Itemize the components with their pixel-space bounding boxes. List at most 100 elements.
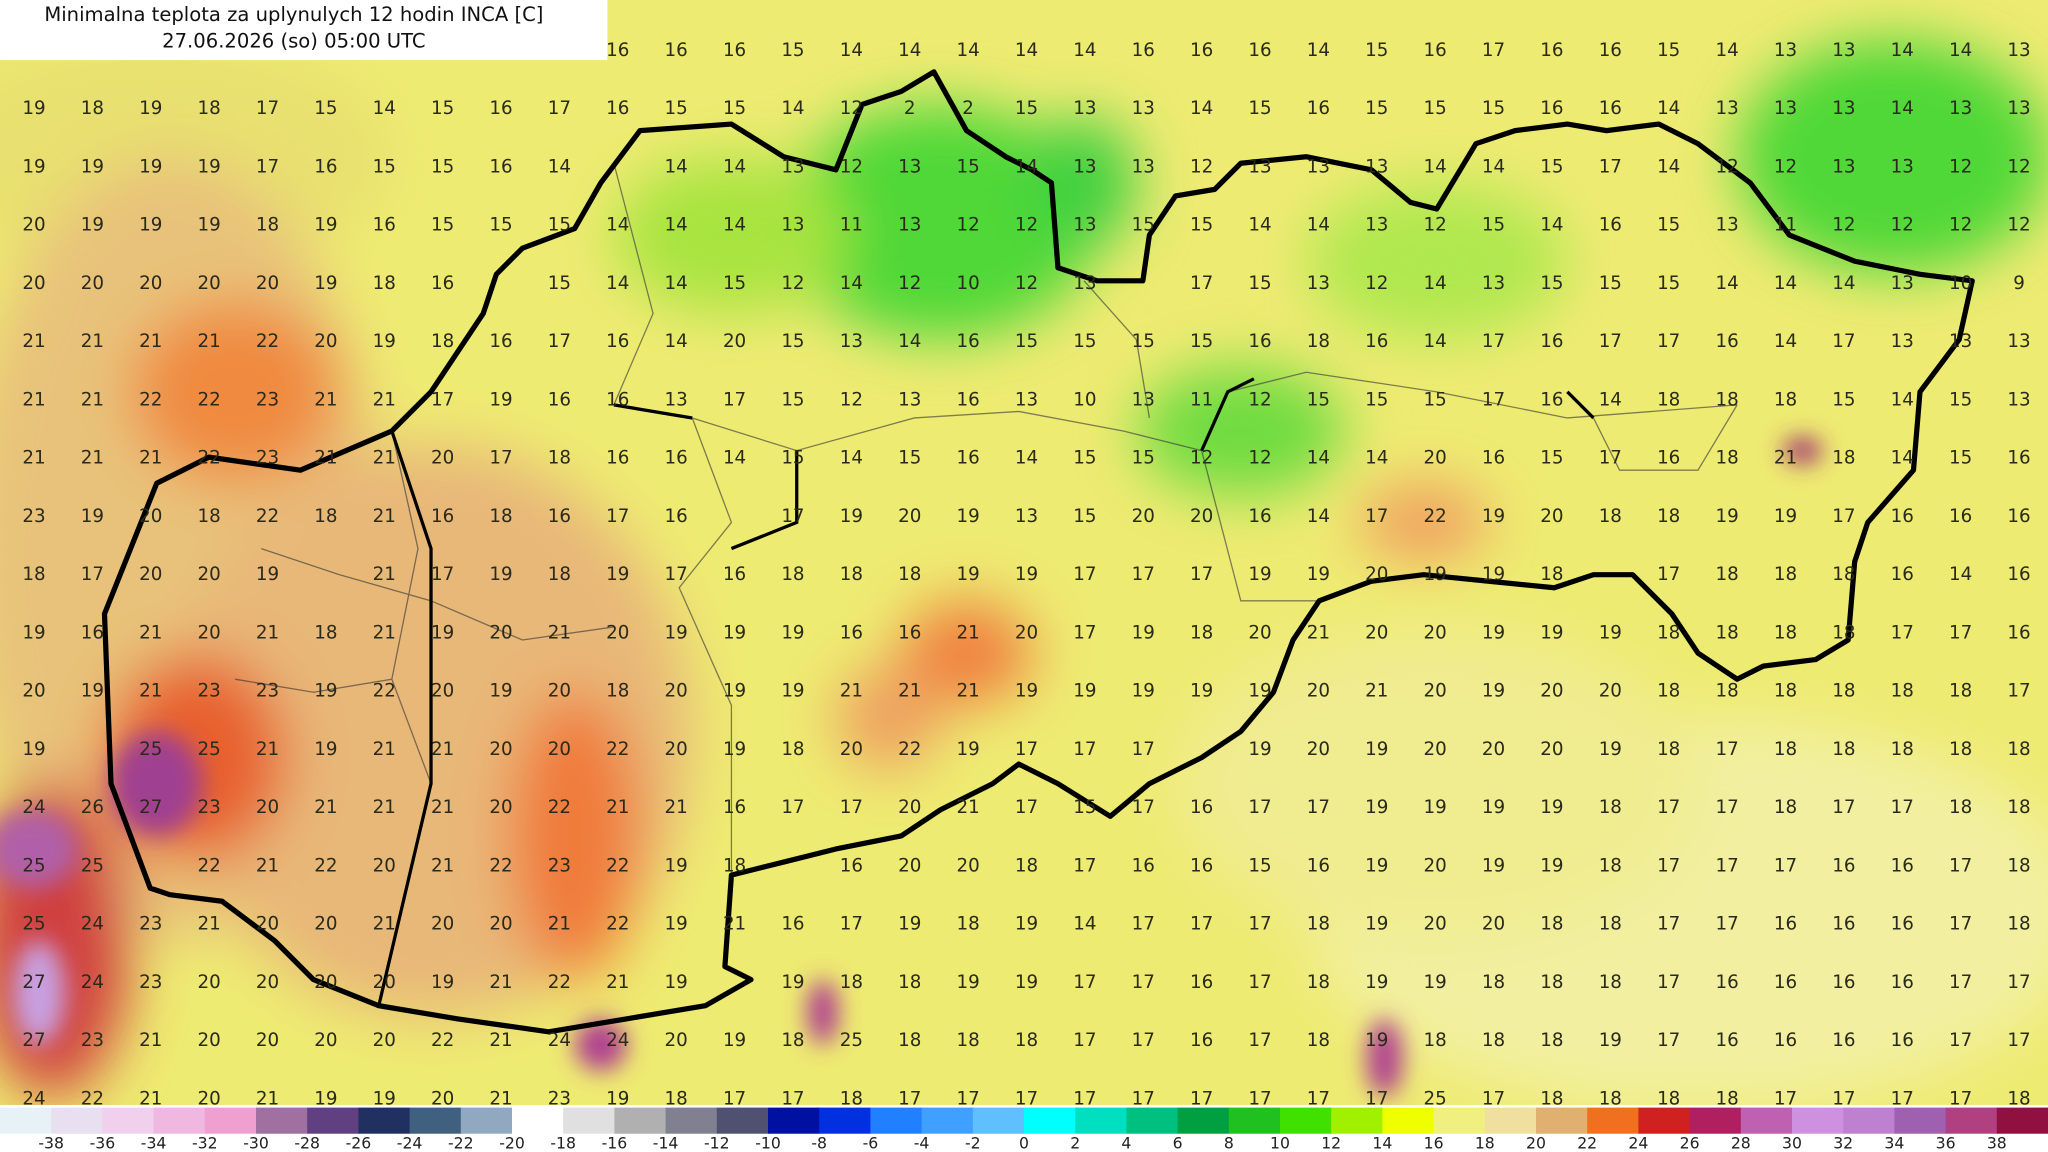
temperature-value: 16 [2007, 622, 2030, 643]
temperature-value: 17 [1657, 564, 1680, 585]
temperature-value: 17 [1073, 1030, 1096, 1051]
colorbar-swatch [307, 1107, 360, 1134]
colorbar-swatch [1587, 1107, 1640, 1134]
colorbar-label: 28 [1731, 1134, 1751, 1152]
temperature-value: 18 [840, 564, 863, 585]
temperature-value: 15 [314, 98, 337, 119]
temperature-value: 13 [1132, 98, 1155, 119]
temperature-value: 16 [1832, 972, 1855, 993]
colorbar-label: 8 [1224, 1134, 1234, 1152]
colorbar-label: -30 [243, 1134, 269, 1152]
temperature-value: 19 [1132, 681, 1155, 702]
temperature-value: 21 [723, 914, 746, 935]
temperature-value: 20 [197, 972, 220, 993]
temperature-value: 23 [256, 681, 279, 702]
temperature-value: 15 [898, 448, 921, 469]
colorbar-label: -24 [397, 1134, 423, 1152]
temperature-value: 17 [781, 506, 804, 527]
temperature-value: 18 [781, 739, 804, 760]
temperature-value: 19 [723, 681, 746, 702]
temperature-value: 20 [1424, 622, 1447, 643]
temperature-value: 18 [2007, 1088, 2030, 1109]
temperature-value: 21 [197, 914, 220, 935]
temperature-value: 19 [314, 273, 337, 294]
temperature-value: 21 [840, 681, 863, 702]
temperature-value: 19 [1365, 1030, 1388, 1051]
temperature-value: 17 [2007, 972, 2030, 993]
temperature-value: 19 [723, 739, 746, 760]
temperature-value: 19 [1365, 855, 1388, 876]
temperature-value: 19 [81, 681, 104, 702]
temperature-value: 17 [1949, 1030, 1972, 1051]
temperature-value: 12 [1424, 215, 1447, 236]
temperature-value: 21 [373, 914, 396, 935]
temperature-value: 19 [22, 739, 45, 760]
temperature-value: 24 [22, 1088, 45, 1109]
temperature-value: 13 [665, 389, 688, 410]
temperature-value: 20 [81, 273, 104, 294]
colorbar-swatch [0, 1107, 52, 1134]
temperature-value: 2 [904, 98, 916, 119]
temperature-value: 19 [197, 156, 220, 177]
temperature-value: 18 [1540, 914, 1563, 935]
temperature-value: 18 [81, 98, 104, 119]
temperature-value: 15 [1657, 215, 1680, 236]
temperature-value: 19 [1424, 564, 1447, 585]
temperature-value: 17 [1949, 855, 1972, 876]
temperature-value: 20 [1424, 855, 1447, 876]
temperature-value: 16 [431, 273, 454, 294]
temperature-value: 18 [1832, 622, 1855, 643]
region-borders [377, 377, 1595, 1007]
temperature-value: 18 [956, 1030, 979, 1051]
temperature-value: 15 [723, 273, 746, 294]
temperature-value: 16 [1715, 331, 1738, 352]
temperature-value: 18 [1774, 564, 1797, 585]
temperature-value: 18 [898, 1030, 921, 1051]
temperature-value: 21 [139, 681, 162, 702]
temperature-value: 14 [1073, 914, 1096, 935]
temperature-value: 22 [548, 972, 571, 993]
temperature-value: 17 [1365, 1088, 1388, 1109]
colorbar-label: 22 [1577, 1134, 1597, 1152]
temperature-value: 23 [22, 506, 45, 527]
temperature-value: 13 [1132, 389, 1155, 410]
temperature-value: 14 [1715, 273, 1738, 294]
temperature-value: 20 [1424, 448, 1447, 469]
temperature-value: 16 [665, 506, 688, 527]
temperature-value: 14 [1774, 273, 1797, 294]
temperature-value: 16 [1657, 448, 1680, 469]
temperature-value: 17 [606, 506, 629, 527]
temperature-value: 21 [489, 1030, 512, 1051]
temperature-value: 25 [22, 914, 45, 935]
temperature-value: 13 [1715, 98, 1738, 119]
temperature-value: 14 [840, 40, 863, 61]
temperature-value: 14 [840, 448, 863, 469]
temperature-value: 21 [139, 331, 162, 352]
temperature-value: 18 [781, 564, 804, 585]
temperature-value: 18 [1715, 448, 1738, 469]
colorbar-label: -2 [965, 1134, 981, 1152]
temperature-value: 18 [373, 273, 396, 294]
temperature-value: 14 [1891, 448, 1914, 469]
temperature-value: 18 [1015, 855, 1038, 876]
colorbar-swatch [1331, 1107, 1384, 1134]
temperature-value: 20 [1132, 506, 1155, 527]
temperature-value: 15 [1248, 273, 1271, 294]
temperature-value: 18 [2007, 739, 2030, 760]
temperature-value: 21 [256, 739, 279, 760]
temperature-value: 14 [956, 40, 979, 61]
temperature-value: 15 [431, 156, 454, 177]
temperature-value: 22 [431, 1030, 454, 1051]
temperature-value: 19 [1424, 797, 1447, 818]
temperature-value: 19 [781, 972, 804, 993]
temperature-value: 14 [665, 273, 688, 294]
temperature-value: 19 [197, 215, 220, 236]
temperature-value: 12 [1891, 215, 1914, 236]
temperature-value: 16 [840, 622, 863, 643]
temperature-value: 13 [1891, 331, 1914, 352]
temperature-value: 19 [314, 681, 337, 702]
colorbar-swatch [1228, 1107, 1281, 1134]
temperature-value: 14 [1307, 506, 1330, 527]
colorbar-label: -8 [811, 1134, 827, 1152]
temperature-value: 9 [2013, 273, 2025, 294]
